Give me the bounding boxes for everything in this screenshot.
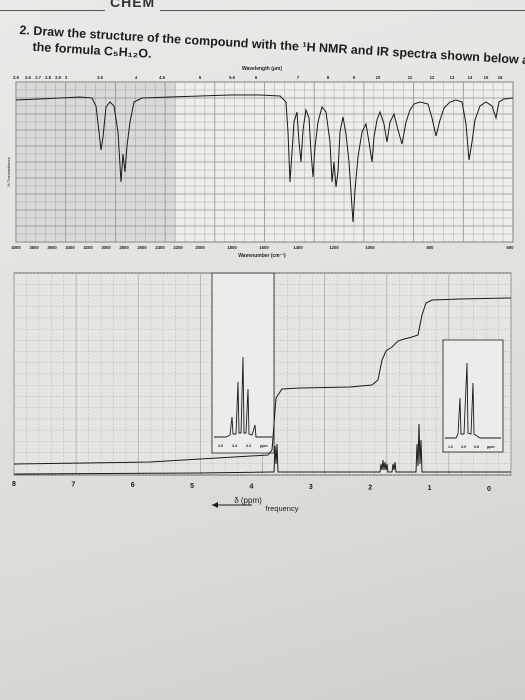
ir-wavenumber-tick: 600 (507, 245, 515, 250)
ir-y-label: % Transmittance (6, 156, 11, 187)
nmr-x-label: δ (ppm) (234, 496, 262, 505)
nmr-inset-right-tick: 0.9 (461, 445, 466, 449)
nmr-x-tick: 5 (190, 483, 194, 490)
page-header: CHEM (0, 0, 525, 14)
nmr-trace (13, 423, 511, 475)
nmr-integral-curve (13, 297, 512, 465)
ir-wavenumber-tick: 2600 (137, 245, 147, 250)
ir-wavelength-tick: 2.5 (13, 75, 19, 80)
nmr-x-tick: 0 (487, 486, 491, 493)
ir-wavelength-tick: 2.9 (55, 75, 61, 80)
ir-wavenumber-label: Wavenumber (cm⁻¹) (238, 253, 286, 259)
ir-wavenumber-tick: 1400 (293, 245, 303, 250)
ir-wavenumber-tick: 2200 (173, 245, 183, 250)
ir-wavenumber-tick: 3200 (83, 245, 93, 250)
nmr-inset-right-trace (445, 362, 501, 439)
ir-wavelength-tick: 4 (135, 75, 138, 80)
nmr-x-tick: 7 (71, 482, 75, 489)
ir-wavenumber-tick: 3000 (101, 245, 111, 250)
ir-wavenumber-tick: 4000 (11, 245, 21, 250)
ir-spectrum: 2.5 2.6 2.7 2.8 2.9 3 3.5 4 4.5 5 5.5 6 7 8 9 10 11 12 13 1… (0, 62, 525, 267)
nmr-inset-right-tick: 0.8 (474, 445, 479, 449)
ir-wavelength-tick: 7 (297, 75, 300, 80)
ir-wavelength-tick: 2.7 (35, 75, 41, 80)
header-text: CHEM (110, 0, 156, 10)
nmr-x-tick: 4 (250, 483, 254, 490)
nmr-x-tick: 3 (309, 484, 313, 491)
ir-wavelength-tick: 5.5 (229, 75, 235, 80)
nmr-inset-right-ticks: 1.0 0.9 0.8 ppm (448, 445, 495, 449)
nmr-inset-right-tick: ppm (487, 445, 495, 449)
ir-wavenumber-tick: 800 (427, 245, 435, 250)
ir-wavelength-tick: 12 (430, 75, 435, 80)
header-rule-left (0, 10, 105, 11)
ir-spectrum-chart: 2.5 2.6 2.7 2.8 2.9 3 3.5 4 4.5 5 5.5 6 7 8 9 10 11 12 13 1… (6, 66, 514, 259)
ir-wavenumber-tick: 1600 (259, 245, 269, 250)
ir-wavelength-tick: 9 (353, 75, 356, 80)
nmr-inset-left-tick: 3.5 (218, 444, 223, 448)
nmr-inset-left-trace (214, 356, 272, 438)
ir-wavelength-label: Wavelength (μm) (242, 66, 282, 72)
nmr-x-tick: 8 (12, 481, 16, 488)
ir-grid (15, 81, 514, 243)
ir-wavelength-tick: 16 (498, 75, 503, 80)
ir-wavenumber-tick: 3800 (29, 245, 39, 250)
ir-wavenumber-tick: 2800 (119, 245, 129, 250)
frequency-label: frequency (266, 504, 299, 513)
ir-wavelength-tick: 4.5 (159, 75, 165, 80)
nmr-spectrum: 3.5 3.4 3.3 ppm 1.0 0.9 0.8 ppm 8 7 6 5 4 3 2 1 0 δ (p… (0, 255, 525, 525)
ir-wavelength-tick: 6 (255, 75, 258, 80)
ir-wavelength-ticks: 2.5 2.6 2.7 2.8 2.9 3 3.5 4 4.5 5 5.5 6 7 8 9 10 11 12 13 1… (13, 75, 503, 80)
ir-wavenumber-tick: 3400 (65, 245, 75, 250)
nmr-inset-left-tick: ppm (260, 444, 268, 448)
ir-wavelength-tick: 14 (468, 75, 473, 80)
ir-wavelength-tick: 5 (199, 75, 202, 80)
nmr-spectrum-chart: 3.5 3.4 3.3 ppm 1.0 0.9 0.8 ppm 8 7 6 5 4 3 2 1 0 δ (p… (12, 272, 512, 513)
ir-wavenumber-tick: 1800 (227, 245, 237, 250)
nmr-inset-left-tick: 3.4 (232, 444, 237, 448)
nmr-inset-right-tick: 1.0 (448, 445, 453, 449)
frequency-arrow-icon (212, 502, 218, 508)
ir-wavelength-tick: 8 (327, 75, 330, 80)
ir-wavenumber-tick: 2400 (155, 245, 165, 250)
ir-wavelength-tick: 10 (376, 75, 381, 80)
ir-wavelength-tick: 11 (408, 75, 413, 80)
ir-wavelength-tick: 3 (65, 75, 68, 80)
ir-wavelength-tick: 13 (450, 75, 455, 80)
nmr-inset-left-ticks: 3.5 3.4 3.3 ppm (218, 444, 268, 448)
nmr-x-ticks: 8 7 6 5 4 3 2 1 0 (12, 481, 491, 493)
ir-wavenumber-tick: 1200 (329, 245, 339, 250)
ir-trace (15, 94, 514, 223)
ir-wavelength-tick: 2.8 (45, 75, 51, 80)
ir-wavelength-tick: 15 (484, 75, 489, 80)
question-number: 2. (19, 22, 31, 38)
nmr-x-tick: 6 (131, 482, 135, 489)
ir-wavenumber-ticks: 4000 3800 3600 3400 3200 3000 2800 2600 2400 2200… (11, 245, 514, 250)
nmr-inset-left-tick: 3.3 (246, 444, 251, 448)
ir-wavelength-tick: 3.5 (97, 75, 103, 80)
nmr-x-tick: 2 (368, 485, 372, 492)
ir-wavelength-tick: 2.6 (25, 75, 31, 80)
ir-wavenumber-tick: 1000 (365, 245, 375, 250)
ir-wavenumber-tick: 3600 (47, 245, 57, 250)
header-rule-right (160, 10, 525, 11)
ir-wavenumber-tick: 2000 (195, 245, 205, 250)
nmr-x-tick: 1 (428, 485, 432, 492)
